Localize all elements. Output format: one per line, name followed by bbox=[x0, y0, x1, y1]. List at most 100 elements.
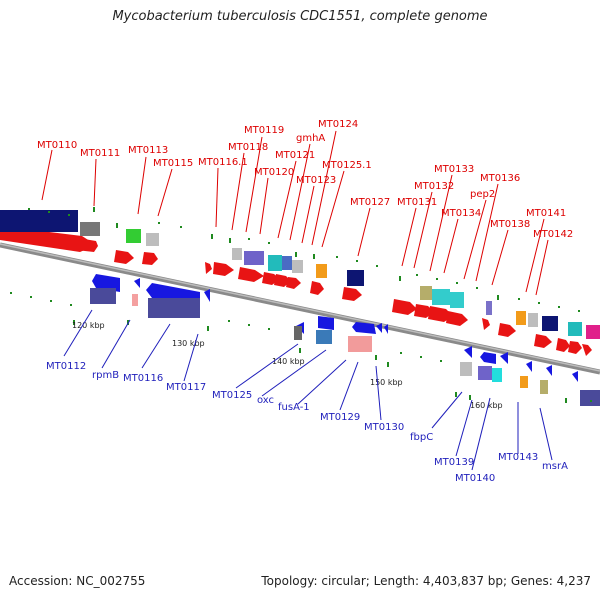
feature-MT0133[interactable] bbox=[428, 306, 453, 322]
label-MT0136: MT0136 bbox=[480, 173, 520, 184]
feature-MT0127[interactable] bbox=[342, 287, 362, 301]
label-MT0142: MT0142 bbox=[533, 229, 573, 240]
label-MT0121: MT0121 bbox=[275, 150, 315, 161]
tick-dots bbox=[10, 208, 592, 402]
label-msrA: msrA bbox=[542, 461, 568, 472]
feature-fbpC-box[interactable] bbox=[460, 362, 472, 376]
label-MT0133: MT0133 bbox=[434, 164, 474, 175]
top-leaders bbox=[41, 130, 549, 296]
bottom-labels: MT0112 rpmB MT0116 MT0117 MT0125 oxc fus… bbox=[46, 361, 568, 484]
feature-rpmB[interactable] bbox=[134, 278, 140, 288]
feature-MT0138[interactable] bbox=[498, 323, 516, 337]
tick-160: 160 kbp bbox=[470, 401, 503, 410]
label-MT0110: MT0110 bbox=[37, 140, 77, 151]
label-MT0131: MT0131 bbox=[397, 197, 437, 208]
feature-pep2[interactable] bbox=[482, 318, 490, 330]
feature-MT0143-box[interactable] bbox=[520, 376, 528, 388]
feature-MT0140-box2[interactable] bbox=[492, 368, 502, 382]
feature-MT0119[interactable] bbox=[238, 267, 264, 282]
label-MT0115: MT0115 bbox=[153, 158, 193, 169]
feature-MT0142b[interactable] bbox=[568, 341, 582, 354]
label-MT0140: MT0140 bbox=[455, 473, 495, 484]
label-MT0118: MT0118 bbox=[228, 142, 268, 153]
feature-MT0131[interactable] bbox=[392, 299, 417, 315]
label-MT0123: MT0123 bbox=[296, 175, 336, 186]
label-MT0117: MT0117 bbox=[166, 382, 206, 393]
feature-MT0110[interactable] bbox=[0, 226, 96, 252]
label-MT0111: MT0111 bbox=[80, 148, 120, 159]
label-gmhA: gmhA bbox=[296, 133, 325, 144]
feature-MT0116.1[interactable] bbox=[205, 262, 212, 274]
label-MT0129: MT0129 bbox=[320, 412, 360, 423]
label-MT0138: MT0138 bbox=[490, 219, 530, 230]
label-MT0125: MT0125 bbox=[212, 390, 252, 401]
label-MT0124: MT0124 bbox=[318, 119, 358, 130]
genome-backbone-highlight bbox=[0, 243, 600, 372]
label-fusA-1: fusA-1 bbox=[278, 402, 310, 413]
feature-MT0142c[interactable] bbox=[582, 344, 592, 356]
label-MT0119: MT0119 bbox=[244, 125, 284, 136]
feature-MT0125-box[interactable] bbox=[294, 326, 302, 340]
label-MT0125.1: MT0125.1 bbox=[322, 160, 372, 171]
feature-MT0129[interactable] bbox=[376, 323, 382, 333]
label-MT0130: MT0130 bbox=[364, 422, 404, 433]
kbp-ticks: 120 kbp 130 kbp 140 kbp 150 kbp 160 kbp bbox=[72, 321, 503, 410]
label-oxc: oxc bbox=[257, 395, 274, 406]
genome-backbone bbox=[0, 242, 600, 375]
label-MT0139: MT0139 bbox=[434, 457, 474, 468]
label-MT0116.1: MT0116.1 bbox=[198, 157, 248, 168]
forward-features bbox=[0, 226, 592, 356]
feature-MT0111[interactable] bbox=[76, 238, 98, 252]
tick-dashes bbox=[73, 207, 567, 403]
feature-msrA-box[interactable] bbox=[540, 380, 548, 394]
feature-MT0134[interactable] bbox=[446, 311, 468, 326]
label-MT0120: MT0120 bbox=[254, 167, 294, 178]
accession-label: Accession: NC_002755 bbox=[9, 574, 146, 588]
label-MT0113: MT0113 bbox=[128, 145, 168, 156]
tick-150: 150 kbp bbox=[370, 378, 403, 387]
feature-MT0140[interactable] bbox=[480, 352, 496, 364]
feature-end-arrow[interactable] bbox=[572, 371, 578, 382]
label-pep2: pep2 bbox=[470, 189, 495, 200]
label-fbpC: fbpC bbox=[410, 432, 433, 443]
label-rpmB: rpmB bbox=[92, 370, 119, 381]
label-MT0134: MT0134 bbox=[441, 208, 481, 219]
feature-oxc-box[interactable] bbox=[316, 330, 332, 344]
feature-MT0124[interactable] bbox=[310, 281, 324, 295]
feature-rpmB-box[interactable] bbox=[132, 294, 138, 306]
feature-MT0140b[interactable] bbox=[500, 352, 508, 364]
reverse-features bbox=[90, 274, 600, 406]
label-MT0116: MT0116 bbox=[123, 373, 163, 384]
tick-130: 130 kbp bbox=[172, 339, 205, 348]
top-labels: MT0110 MT0111 MT0113 MT0115 MT0116.1 MT0… bbox=[37, 119, 573, 240]
label-MT0112: MT0112 bbox=[46, 361, 86, 372]
feature-MT0117-box[interactable] bbox=[148, 298, 200, 318]
label-MT0143: MT0143 bbox=[498, 452, 538, 463]
feature-MT0143[interactable] bbox=[526, 361, 532, 372]
feature-MT0141[interactable] bbox=[534, 334, 552, 348]
label-MT0132: MT0132 bbox=[414, 181, 454, 192]
feature-MT0112-box[interactable] bbox=[90, 288, 116, 304]
feature-fusA-1[interactable] bbox=[352, 322, 376, 334]
bottom-leaders bbox=[63, 309, 553, 471]
top-boxes bbox=[0, 210, 600, 339]
tick-120: 120 kbp bbox=[72, 321, 105, 330]
feature-rpm-red[interactable] bbox=[114, 250, 134, 264]
feature-MT0129b[interactable] bbox=[384, 324, 388, 334]
feature-MT0139[interactable] bbox=[464, 346, 472, 358]
feature-msrA[interactable] bbox=[546, 365, 552, 376]
feature-MT0115[interactable] bbox=[142, 252, 158, 265]
feature-MT0112[interactable] bbox=[92, 274, 120, 292]
genome-stats-label: Topology: circular; Length: 4,403,837 bp… bbox=[261, 574, 591, 588]
label-MT0127: MT0127 bbox=[350, 197, 390, 208]
feature-MT0123[interactable] bbox=[286, 277, 301, 289]
feature-end-box[interactable] bbox=[580, 390, 600, 406]
feature-MT0142a[interactable] bbox=[556, 338, 570, 352]
feature-oxc[interactable] bbox=[318, 316, 334, 330]
feature-MT0116-tip[interactable] bbox=[204, 289, 210, 302]
feature-MT0130-box[interactable] bbox=[348, 336, 372, 352]
feature-MT0140-box[interactable] bbox=[478, 366, 492, 380]
feature-MT0118[interactable] bbox=[213, 262, 234, 276]
label-MT0141: MT0141 bbox=[526, 208, 566, 219]
